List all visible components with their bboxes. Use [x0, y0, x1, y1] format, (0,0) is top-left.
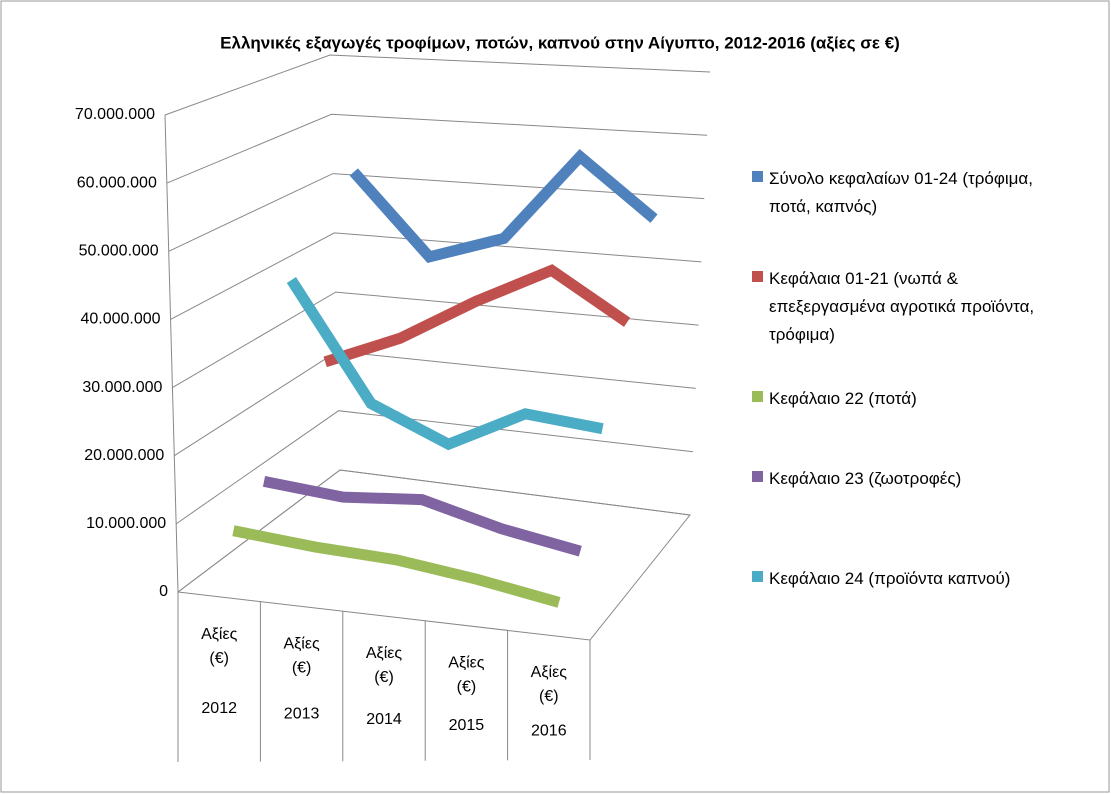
legend-swatch: [752, 571, 763, 582]
grid-line: [164, 54, 711, 116]
x-tick-label: Αξίες (€): [283, 636, 320, 677]
series-line: [286, 277, 604, 451]
x-group-label: 2015: [449, 717, 485, 734]
x-tick-label: Αξίες (€): [531, 664, 568, 705]
x-tick-label: Αξίες (€): [366, 645, 403, 686]
legend-item: Κεφάλαιο 24 (προϊόντα καπνού): [752, 565, 1099, 593]
x-group-label: 2016: [531, 722, 567, 739]
y-tick-label: 10.000.000: [86, 515, 166, 532]
legend-label: Κεφάλαιο 22 (ποτά): [769, 389, 917, 408]
y-tick-label: 20.000.000: [84, 447, 164, 464]
legend-label: Κεφάλαια 01-21 (νωπά & επεξεργασμένα αγρ…: [769, 269, 1035, 344]
y-axis: [164, 114, 179, 593]
legend-label: Σύνολο κεφαλαίων 01-24 (τρόφιμα, ποτά, κ…: [769, 169, 1033, 216]
chart-title: Ελληνικές εξαγωγές τροφίμων, ποτών, καπν…: [220, 33, 900, 52]
legend-item: Κεφάλαιο 23 (ζωοτροφές): [752, 465, 1099, 493]
x-tick-label: Αξίες (€): [448, 655, 485, 696]
x-group-label: 2012: [201, 700, 237, 717]
grid-line: [172, 291, 699, 389]
x-tick-label: Αξίες (€): [201, 626, 238, 667]
y-tick-label: 40.000.000: [80, 311, 160, 328]
y-tick-label: 70.000.000: [75, 106, 155, 123]
legend-item: Κεφάλαια 01-21 (νωπά & επεξεργασμένα αγρ…: [752, 265, 1044, 349]
legend-swatch: [752, 391, 763, 402]
legend-swatch: [752, 171, 763, 182]
series-line: [323, 264, 631, 368]
grid-line: [175, 410, 693, 525]
series-line: [232, 525, 561, 608]
legend-swatch: [752, 471, 763, 482]
series-line: [349, 149, 658, 264]
x-group-label: 2013: [284, 706, 320, 723]
legend-item: Σύνολο κεφαλαίων 01-24 (τρόφιμα, ποτά, κ…: [752, 165, 1044, 221]
legend-item: Κεφάλαιο 22 (ποτά): [752, 385, 1099, 413]
legend-label: Κεφάλαιο 24 (προϊόντα καπνού): [769, 569, 1011, 588]
legend-label: Κεφάλαιο 23 (ζωοτροφές): [769, 469, 962, 488]
grid-line: [177, 469, 691, 593]
y-tick-label: 50.000.000: [79, 243, 159, 260]
series-line: [262, 476, 582, 557]
x-group-label: 2014: [366, 711, 402, 728]
legend-swatch: [752, 271, 763, 282]
y-tick-label: 0: [159, 583, 168, 600]
y-tick-label: 30.000.000: [82, 379, 162, 396]
grid-line: [168, 173, 705, 252]
grid-line: [166, 113, 708, 184]
y-tick-label: 60.000.000: [77, 174, 157, 191]
grid-line: [170, 232, 702, 320]
